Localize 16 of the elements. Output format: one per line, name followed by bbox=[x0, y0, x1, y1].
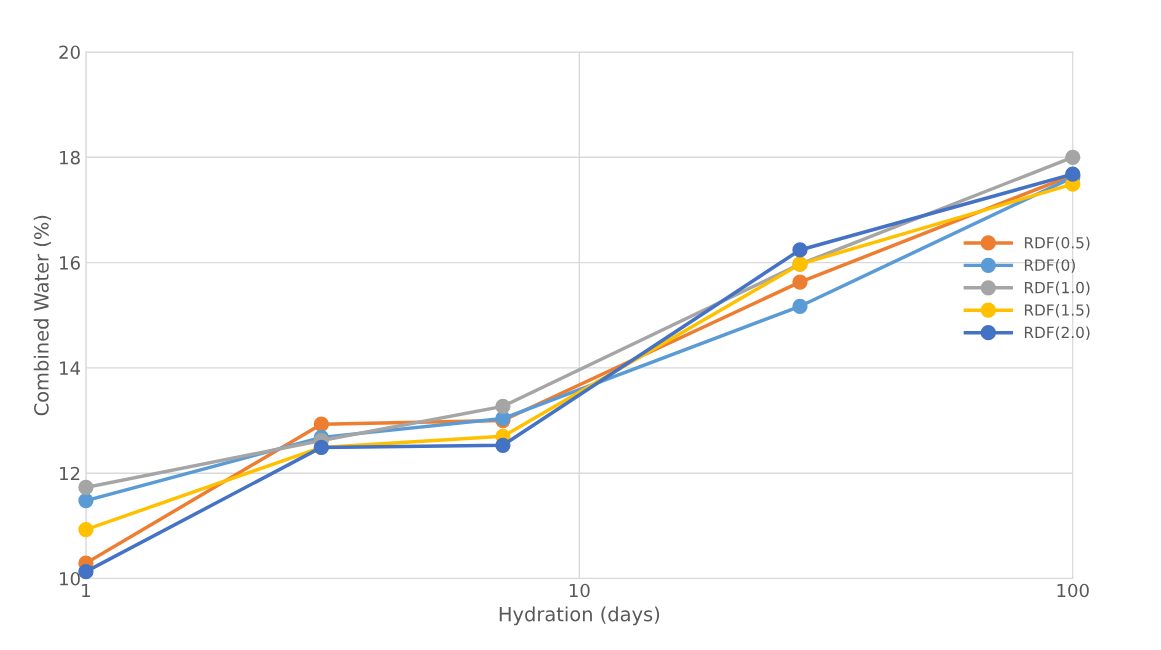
x-axis-title: Hydration (days) bbox=[499, 606, 660, 626]
legend-label: RDF(0) bbox=[1024, 259, 1075, 273]
legend-label: RDF(1.5) bbox=[1024, 303, 1090, 318]
legend-label: RDF(1.0) bbox=[1024, 281, 1090, 296]
legend-label: RDF(0.5) bbox=[1024, 236, 1090, 251]
y-tick-label: 14 bbox=[60, 361, 81, 375]
legend-label: RDF(2.0) bbox=[1024, 326, 1090, 341]
y-tick-label: 16 bbox=[60, 256, 80, 270]
y-tick-label: 10 bbox=[60, 571, 80, 586]
x-tick-label: 1 bbox=[82, 583, 90, 598]
y-tick-label: 18 bbox=[60, 150, 80, 165]
y-tick-label: 20 bbox=[59, 45, 80, 60]
y-axis-title: Combined Water (%) bbox=[33, 215, 52, 416]
x-tick-label: 10 bbox=[569, 583, 590, 598]
x-tick-label: 100 bbox=[1057, 583, 1089, 598]
y-tick-label: 12 bbox=[60, 466, 80, 481]
